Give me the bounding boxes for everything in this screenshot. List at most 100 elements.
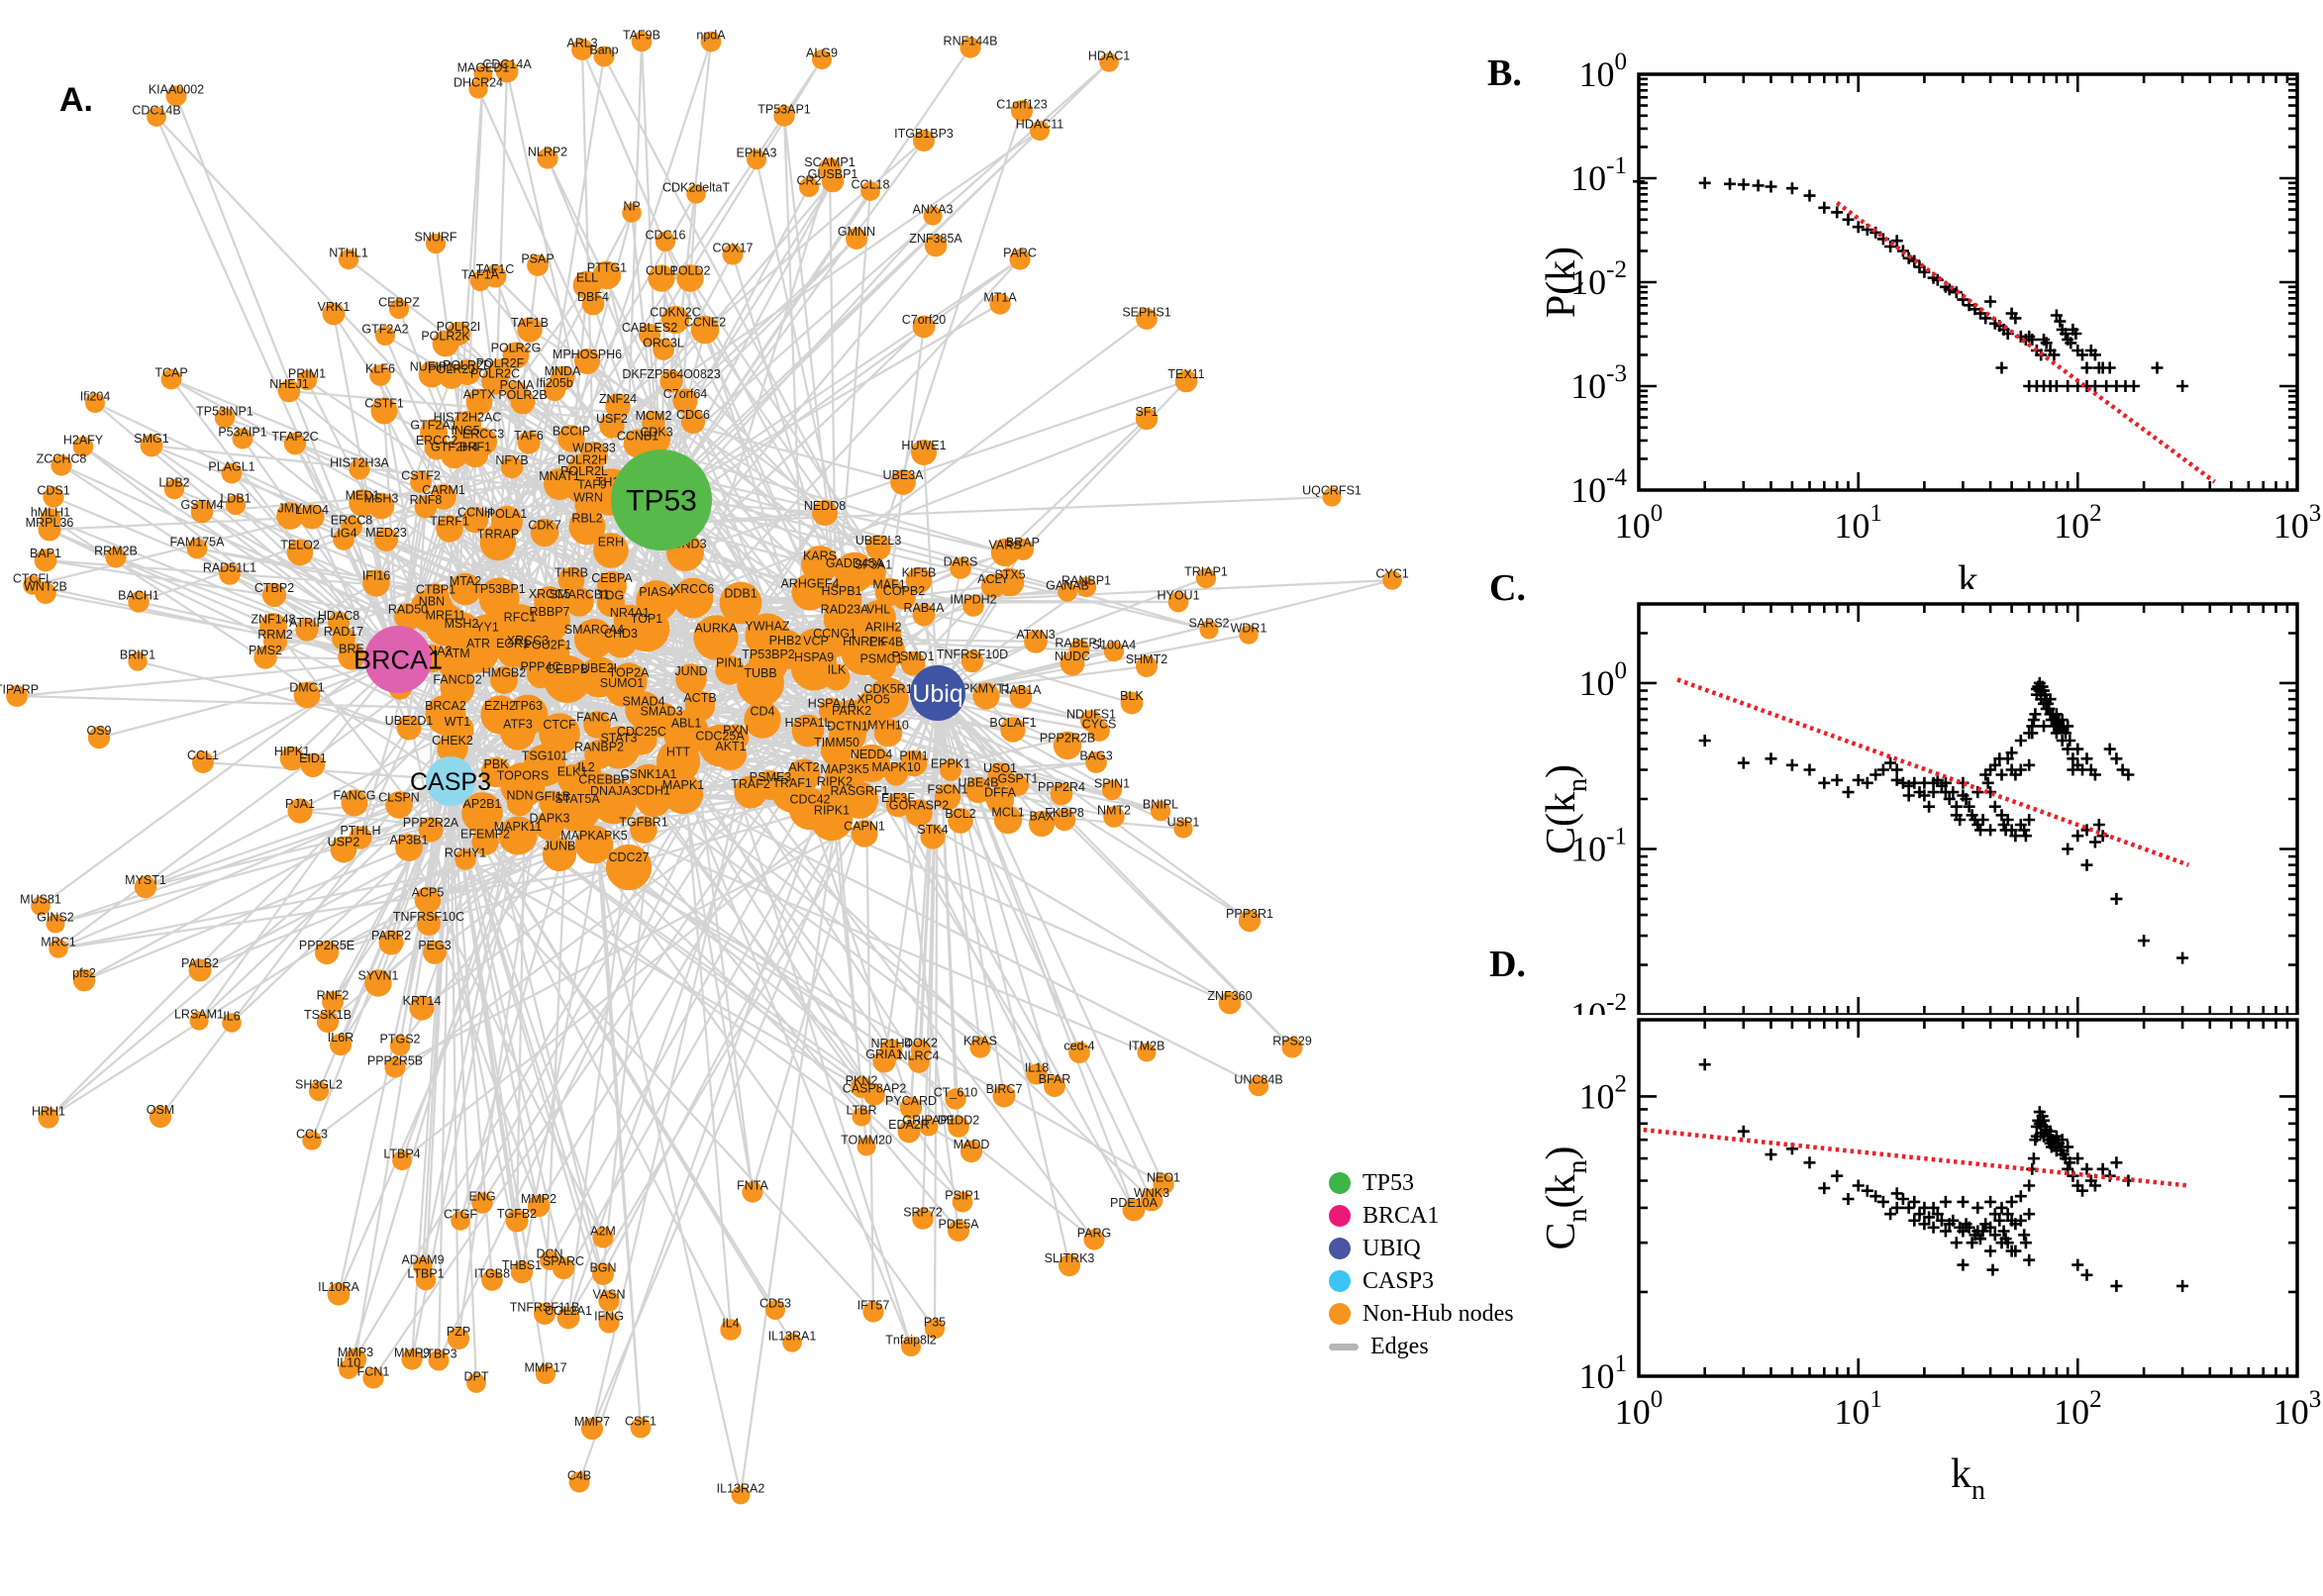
svg-text:RANBP2: RANBP2: [574, 740, 624, 753]
svg-text:MAP3K5: MAP3K5: [820, 762, 868, 776]
legend-item-label: Non-Hub nodes: [1363, 1300, 1514, 1327]
degree-distribution-plot: 100 101 102 103 100 10-1 10-2 10-3 10-4 k P(k): [1545, 49, 2322, 589]
svg-text:C7orf64: C7orf64: [663, 387, 708, 401]
svg-text:GTF2A2: GTF2A2: [361, 323, 408, 337]
svg-text:RABEP1: RABEP1: [1055, 636, 1103, 649]
svg-text:ced-4: ced-4: [1063, 1039, 1094, 1052]
svg-text:RAD51L1: RAD51L1: [203, 560, 256, 574]
network-legend: TP53 BRCA1 UBIQ CASP3 Non-Hub nodes Edges: [1329, 1169, 1514, 1359]
svg-text:pfs2: pfs2: [72, 966, 96, 980]
svg-text:CSF1: CSF1: [625, 1414, 656, 1428]
legend-item-label: UBIQ: [1363, 1235, 1421, 1261]
y-axis-title: P(k): [1545, 247, 1584, 318]
svg-text:STAT3: STAT3: [600, 732, 637, 746]
svg-text:BRCA2: BRCA2: [425, 699, 466, 713]
svg-text:CDC16: CDC16: [646, 229, 686, 243]
svg-text:POLR2H: POLR2H: [557, 453, 607, 467]
svg-text:BAP1: BAP1: [30, 547, 61, 560]
svg-text:KRT14: KRT14: [403, 994, 442, 1008]
svg-text:NMT2: NMT2: [1097, 803, 1131, 817]
node-swatch-icon: [1329, 1172, 1351, 1194]
svg-text:TIMM50: TIMM50: [814, 736, 859, 749]
svg-text:DNAJA3: DNAJA3: [590, 784, 638, 798]
svg-text:POLR2J: POLR2J: [428, 362, 474, 376]
svg-text:GSTM4: GSTM4: [180, 498, 223, 512]
svg-text:BCL2: BCL2: [945, 807, 975, 821]
svg-text:LRSAM1: LRSAM1: [174, 1008, 224, 1022]
svg-text:103: 103: [2273, 500, 2322, 546]
svg-text:RAB4A: RAB4A: [904, 601, 946, 615]
svg-text:GRIA1: GRIA1: [865, 1047, 903, 1061]
legend-item-label: TP53: [1363, 1169, 1415, 1196]
svg-text:CTBP1: CTBP1: [416, 583, 455, 597]
svg-text:PPP2R2B: PPP2R2B: [1040, 732, 1095, 746]
svg-text:PSMD1: PSMD1: [891, 649, 934, 663]
svg-text:ILK: ILK: [828, 663, 847, 677]
svg-text:UBE4B: UBE4B: [959, 776, 999, 790]
svg-text:PPP2R4: PPP2R4: [1038, 780, 1085, 794]
svg-text:DKFZP564O0823: DKFZP564O0823: [622, 367, 720, 381]
svg-text:XRCC3: XRCC3: [507, 634, 549, 648]
svg-text:TRAF2: TRAF2: [731, 777, 770, 791]
svg-text:ARHGEF4: ARHGEF4: [780, 576, 839, 590]
svg-text:WDR1: WDR1: [1231, 622, 1267, 636]
svg-text:hMLH1: hMLH1: [31, 505, 70, 519]
svg-text:SEPHS1: SEPHS1: [1122, 305, 1170, 319]
svg-text:EIF4B: EIF4B: [869, 635, 904, 648]
svg-text:102: 102: [1579, 1070, 1628, 1116]
svg-text:PXN: PXN: [723, 724, 749, 738]
svg-text:JUND: JUND: [674, 664, 707, 678]
svg-text:TOMM20: TOMM20: [841, 1134, 892, 1147]
svg-text:DHCR24: DHCR24: [454, 76, 503, 90]
svg-text:TGFBR1: TGFBR1: [619, 816, 667, 830]
svg-text:LTBP3: LTBP3: [420, 1347, 456, 1360]
svg-text:Banp: Banp: [589, 43, 618, 56]
svg-text:STX5: STX5: [994, 567, 1025, 581]
svg-text:MYST1: MYST1: [125, 873, 166, 887]
svg-text:SHMT2: SHMT2: [1126, 652, 1167, 666]
svg-text:HRH1: HRH1: [32, 1104, 65, 1118]
svg-text:IFT57: IFT57: [858, 1298, 890, 1312]
svg-text:TOP1: TOP1: [631, 612, 662, 626]
svg-text:DOK2: DOK2: [904, 1037, 938, 1050]
svg-text:POLD2: POLD2: [670, 264, 711, 278]
svg-text:CCL1: CCL1: [187, 748, 219, 762]
svg-text:DCTN1: DCTN1: [827, 719, 868, 733]
svg-text:KLF6: KLF6: [365, 361, 395, 375]
svg-text:CDC25C: CDC25C: [617, 725, 666, 739]
svg-text:MMP3: MMP3: [338, 1346, 373, 1359]
svg-text:AKT2: AKT2: [788, 760, 819, 774]
svg-text:ATR: ATR: [466, 637, 490, 650]
y-axis-title: Cn(kn): [1545, 1146, 1593, 1249]
svg-text:PZP: PZP: [447, 1325, 470, 1339]
svg-text:NP: NP: [623, 200, 640, 214]
svg-text:MAF1: MAF1: [872, 577, 905, 591]
svg-text:GINS2: GINS2: [37, 911, 74, 925]
svg-text:Ubiq: Ubiq: [912, 680, 962, 708]
y-axis-title: C(kn): [1545, 764, 1593, 854]
svg-text:NEDD8: NEDD8: [804, 499, 846, 513]
svg-text:BRF1: BRF1: [459, 441, 491, 454]
svg-text:LTBP4: LTBP4: [383, 1147, 420, 1161]
svg-text:ERCC8: ERCC8: [331, 513, 372, 527]
svg-text:TNFRSF11B: TNFRSF11B: [510, 1300, 580, 1314]
legend-item-tp53: TP53: [1329, 1169, 1514, 1196]
svg-text:MT1A: MT1A: [983, 290, 1017, 304]
svg-text:TAF1B: TAF1B: [511, 316, 549, 330]
svg-text:CABLES2: CABLES2: [622, 321, 677, 335]
svg-text:CDK2deltaT: CDK2deltaT: [662, 181, 730, 195]
svg-text:RAD17: RAD17: [324, 625, 363, 639]
svg-text:MAPKAPK5: MAPKAPK5: [560, 829, 627, 843]
svg-text:CYCS: CYCS: [1082, 717, 1117, 731]
svg-text:USP2: USP2: [328, 836, 360, 849]
svg-text:MCM2: MCM2: [636, 409, 672, 423]
svg-text:GADD45A: GADD45A: [826, 556, 884, 570]
svg-text:BRE: BRE: [339, 643, 364, 656]
svg-text:CSTF2: CSTF2: [401, 468, 441, 482]
svg-text:PRIM1: PRIM1: [288, 366, 326, 380]
svg-text:STK4: STK4: [917, 823, 948, 837]
svg-text:OSM: OSM: [147, 1103, 174, 1117]
svg-text:JUNB: JUNB: [544, 840, 576, 853]
svg-text:TAF1A: TAF1A: [461, 268, 500, 282]
svg-text:GUSBP1: GUSBP1: [808, 167, 858, 181]
